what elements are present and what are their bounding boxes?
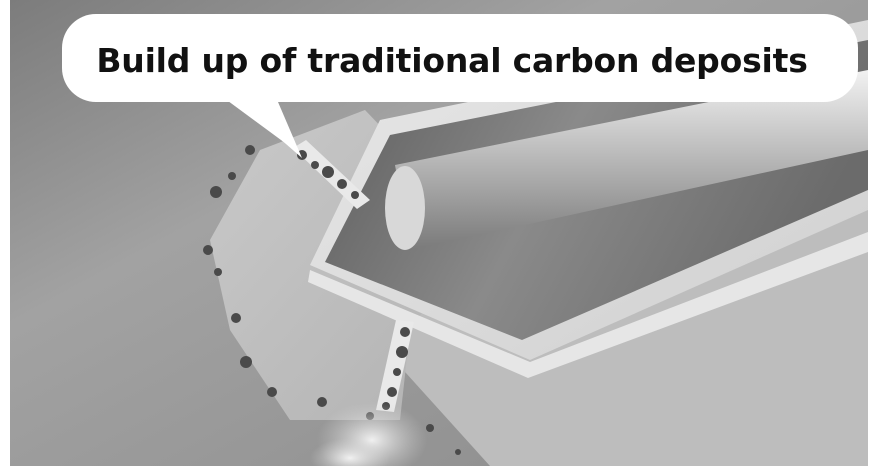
callout-text: Build up of traditional carbon deposits [96, 40, 808, 80]
ring-rod [395, 70, 868, 250]
carbon-deposits [203, 145, 461, 455]
callout-bubble [62, 14, 858, 158]
rod-end [385, 166, 425, 250]
deposit-strip-lower [376, 320, 414, 412]
groove-lip [308, 232, 868, 378]
smoke-puff-lower [310, 438, 390, 466]
scene-illustration [10, 0, 868, 466]
piston-ring-scene [10, 0, 868, 466]
